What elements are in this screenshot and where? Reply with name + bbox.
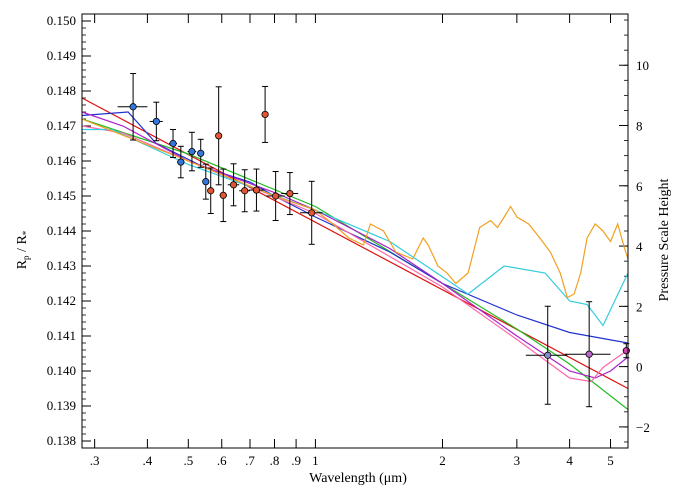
axis-ticks: [82, 14, 628, 449]
data-point: [117, 73, 148, 141]
y-axis-title-sep: / R: [15, 235, 30, 256]
data-marker: [622, 347, 630, 355]
data-marker: [129, 103, 137, 111]
data-point: [219, 168, 227, 223]
x-tick-label: .5: [183, 453, 193, 468]
data-point: [239, 169, 251, 213]
y-axis-title-sub2: *: [21, 230, 31, 235]
model-curve: [81, 118, 629, 410]
y-right-axis-title: Pressure Scale Height: [657, 178, 672, 301]
data-point: [525, 305, 568, 405]
x-tick-label: .7: [245, 453, 255, 468]
y-axis-title-main: R: [15, 259, 30, 269]
data-point: [197, 138, 205, 168]
y-right-tick-label: 8: [636, 119, 643, 134]
data-marker: [188, 147, 196, 156]
data-marker: [197, 149, 205, 157]
plot-frame: [81, 13, 629, 449]
data-point: [266, 171, 285, 221]
x-tick-label: .4: [143, 453, 153, 468]
x-tick-label: .9: [291, 453, 301, 468]
model-curve: [81, 97, 629, 390]
data-marker: [229, 181, 238, 189]
model-curve: [82, 128, 629, 327]
data-point: [564, 301, 611, 408]
tick-labels: .3 .4 .5 .6 .7 .8 .9 1 2 3 4 5 0.138 0.139 0.140 0.141 0…: [47, 13, 650, 468]
data-point: [202, 163, 210, 200]
y-tick-label: 0.143: [47, 258, 76, 273]
y-tick-label: 0.146: [47, 153, 77, 168]
y-tick-label: 0.141: [47, 328, 76, 343]
y-tick-label: 0.148: [47, 83, 76, 98]
data-point: [207, 167, 215, 214]
data-marker: [152, 117, 160, 126]
y-axis-title: Rp / R*: [15, 230, 31, 269]
data-marker: [202, 178, 210, 186]
data-marker: [261, 110, 269, 119]
y-right-tick-label: −2: [636, 420, 650, 435]
data-marker: [272, 192, 280, 200]
x-tick-label: 4: [566, 453, 573, 468]
data-marker: [169, 139, 177, 148]
model-curve: [81, 125, 629, 383]
x-tick-label: 1: [312, 453, 319, 468]
y-right-tick-label: 10: [636, 58, 649, 73]
model-curve: [81, 111, 629, 379]
data-point: [176, 145, 185, 179]
data-point: [227, 163, 240, 207]
y-tick-label: 0.142: [47, 293, 76, 308]
y-tick-label: 0.147: [47, 118, 77, 133]
y-tick-label: 0.140: [47, 363, 76, 378]
data-point: [168, 129, 177, 158]
y-tick-label: 0.145: [47, 188, 76, 203]
y-tick-label: 0.149: [47, 48, 76, 63]
data-marker: [177, 158, 185, 166]
y-tick-label: 0.144: [47, 223, 77, 238]
y-right-tick-label: 6: [636, 179, 643, 194]
data-marker: [241, 187, 249, 195]
x-tick-label: 3: [514, 453, 521, 468]
x-tick-label: .3: [90, 453, 100, 468]
x-tick-label: 2: [439, 453, 446, 468]
model-curves: [81, 97, 629, 410]
y-right-tick-label: 2: [636, 299, 643, 314]
data-point: [281, 172, 299, 216]
x-tick-label: .6: [217, 453, 227, 468]
x-tick-label: 5: [607, 453, 614, 468]
y-right-tick-label: 4: [636, 239, 643, 254]
data-point: [187, 131, 197, 172]
data-point: [261, 85, 269, 143]
data-point: [300, 180, 323, 245]
observations: [117, 73, 630, 408]
y-right-tick-label: 0: [636, 360, 643, 375]
model-curve: [81, 111, 629, 344]
x-tick-label: .8: [270, 453, 280, 468]
data-marker: [544, 351, 552, 359]
model-curve: [81, 118, 629, 299]
data-point: [215, 86, 223, 186]
data-marker: [215, 132, 223, 140]
data-point: [248, 168, 264, 212]
data-marker: [308, 209, 316, 217]
data-marker: [286, 189, 294, 198]
data-marker: [585, 350, 593, 358]
data-marker: [207, 187, 215, 195]
y-tick-label: 0.139: [47, 398, 76, 413]
data-marker: [219, 191, 227, 199]
y-tick-label: 0.150: [47, 13, 76, 28]
y-axis-title-sub1: p: [21, 255, 31, 260]
y-tick-label: 0.138: [47, 433, 76, 448]
data-point: [622, 343, 630, 359]
x-axis-title: Wavelength (μm): [309, 471, 407, 486]
data-point: [149, 101, 163, 142]
data-marker: [252, 186, 261, 194]
